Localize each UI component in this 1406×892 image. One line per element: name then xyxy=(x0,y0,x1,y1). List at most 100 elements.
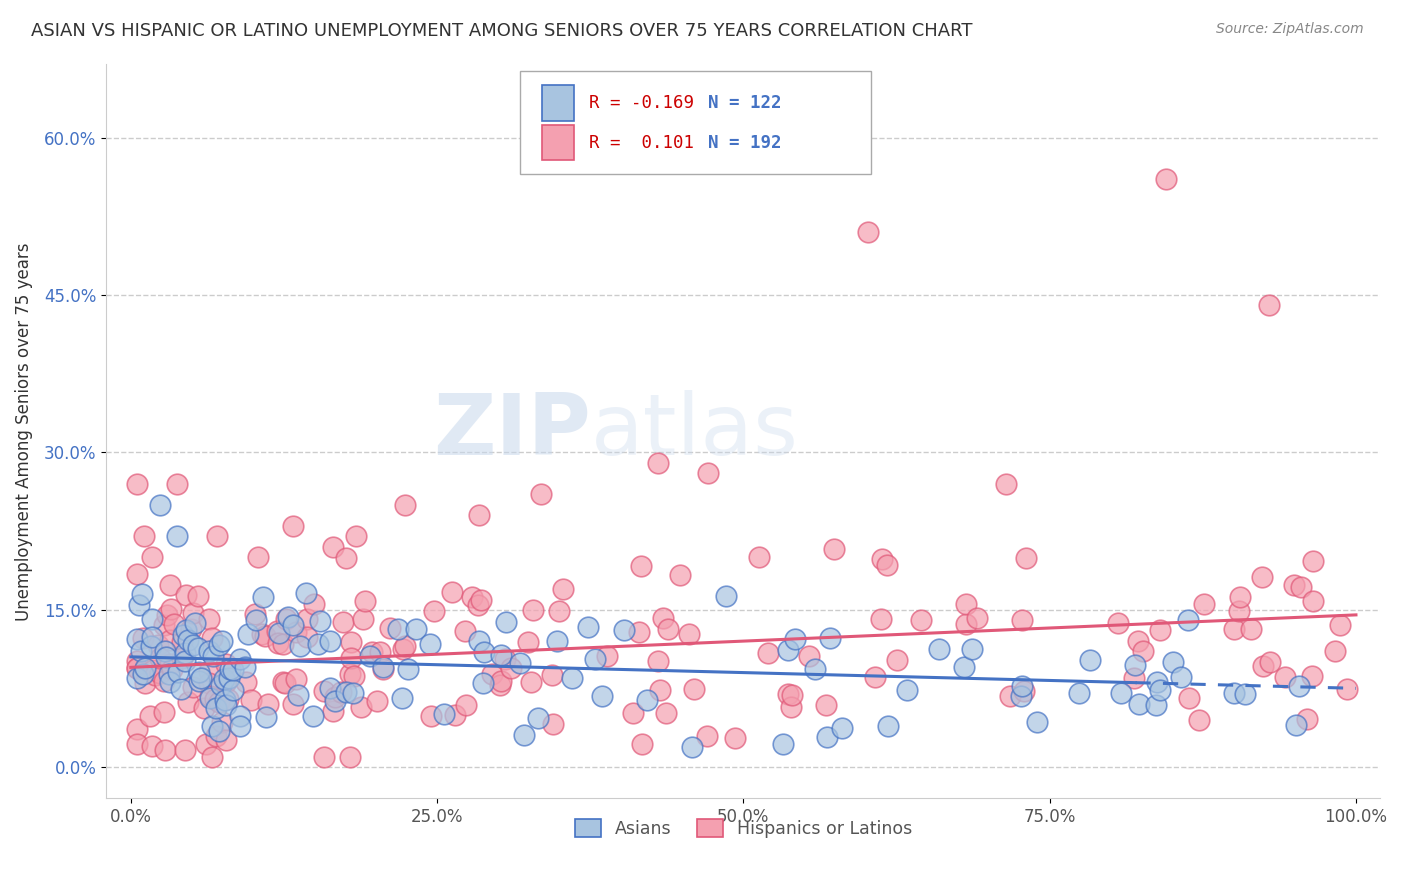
Point xyxy=(329,685,352,699)
Point xyxy=(246,550,269,565)
Point xyxy=(1222,623,1244,637)
Point xyxy=(527,710,550,724)
Point xyxy=(1234,687,1257,701)
Point xyxy=(647,654,669,668)
Point xyxy=(208,695,231,709)
Point xyxy=(177,695,200,709)
Point xyxy=(1161,655,1184,669)
Point xyxy=(277,609,299,624)
Text: ASIAN VS HISPANIC OR LATINO UNEMPLOYMENT AMONG SENIORS OVER 75 YEARS CORRELATION: ASIAN VS HISPANIC OR LATINO UNEMPLOYMENT… xyxy=(31,22,973,40)
Point xyxy=(173,743,195,757)
Point xyxy=(295,586,318,600)
Point xyxy=(1324,643,1347,657)
Point xyxy=(419,637,441,651)
Point xyxy=(153,743,176,757)
Point xyxy=(301,709,323,723)
Point xyxy=(856,225,879,239)
Point xyxy=(714,590,737,604)
Point xyxy=(494,651,516,665)
Point xyxy=(134,662,156,676)
Point xyxy=(283,697,305,711)
Point xyxy=(627,624,650,639)
Point xyxy=(229,652,252,666)
Point xyxy=(131,587,153,601)
Point xyxy=(1302,553,1324,567)
Point xyxy=(125,737,148,751)
Point xyxy=(229,718,252,732)
Point xyxy=(335,685,357,699)
Point xyxy=(1223,686,1246,700)
Point xyxy=(288,639,311,653)
Point xyxy=(155,649,177,664)
Point xyxy=(267,625,290,640)
Point xyxy=(776,643,799,657)
Point xyxy=(1260,655,1282,669)
Point xyxy=(896,683,918,698)
Point xyxy=(1295,712,1317,726)
Point xyxy=(312,683,335,698)
Point xyxy=(541,668,564,682)
Point xyxy=(361,645,384,659)
Point xyxy=(440,584,463,599)
Point xyxy=(870,552,893,566)
Point xyxy=(187,674,209,689)
Point xyxy=(163,617,186,632)
Point xyxy=(172,651,194,665)
Point xyxy=(1302,594,1324,608)
Point xyxy=(591,690,613,704)
Point xyxy=(323,694,346,708)
Point xyxy=(683,682,706,697)
Point xyxy=(228,709,250,723)
Point xyxy=(553,582,575,596)
Point xyxy=(994,476,1017,491)
Point xyxy=(678,627,700,641)
Text: N = 192: N = 192 xyxy=(707,134,782,152)
Point xyxy=(141,640,163,654)
Point xyxy=(340,634,363,648)
Point xyxy=(127,661,149,675)
Point xyxy=(547,604,569,618)
Point xyxy=(211,634,233,648)
Point xyxy=(955,616,977,631)
Point xyxy=(209,678,232,692)
Point xyxy=(340,650,363,665)
Point xyxy=(166,476,188,491)
Point xyxy=(681,739,703,754)
Point xyxy=(273,674,295,689)
Point xyxy=(235,675,257,690)
Point xyxy=(1128,697,1150,711)
Point xyxy=(143,668,166,682)
Point xyxy=(454,698,477,712)
Point xyxy=(491,648,513,663)
Point xyxy=(132,632,155,646)
Point xyxy=(433,706,456,721)
Point xyxy=(215,657,238,671)
Point xyxy=(240,693,263,707)
Point xyxy=(125,661,148,675)
Point xyxy=(139,709,162,723)
Text: R = -0.169: R = -0.169 xyxy=(589,94,695,112)
Point xyxy=(1227,604,1250,618)
Point xyxy=(1123,658,1146,673)
Point xyxy=(218,671,240,685)
Point xyxy=(208,639,231,653)
Point xyxy=(159,674,181,689)
Point xyxy=(134,676,156,690)
Point xyxy=(146,638,169,652)
Point xyxy=(125,476,148,491)
Point xyxy=(780,688,803,702)
Point xyxy=(343,669,366,683)
Point xyxy=(295,612,318,626)
Point xyxy=(960,641,983,656)
Point xyxy=(222,663,245,677)
Point xyxy=(318,681,340,695)
Point xyxy=(208,723,231,738)
Point xyxy=(281,518,304,533)
Point xyxy=(1178,690,1201,705)
Point xyxy=(621,706,644,721)
Point xyxy=(125,654,148,668)
Point xyxy=(1132,643,1154,657)
Point xyxy=(352,612,374,626)
Point xyxy=(153,644,176,658)
Point xyxy=(307,637,329,651)
